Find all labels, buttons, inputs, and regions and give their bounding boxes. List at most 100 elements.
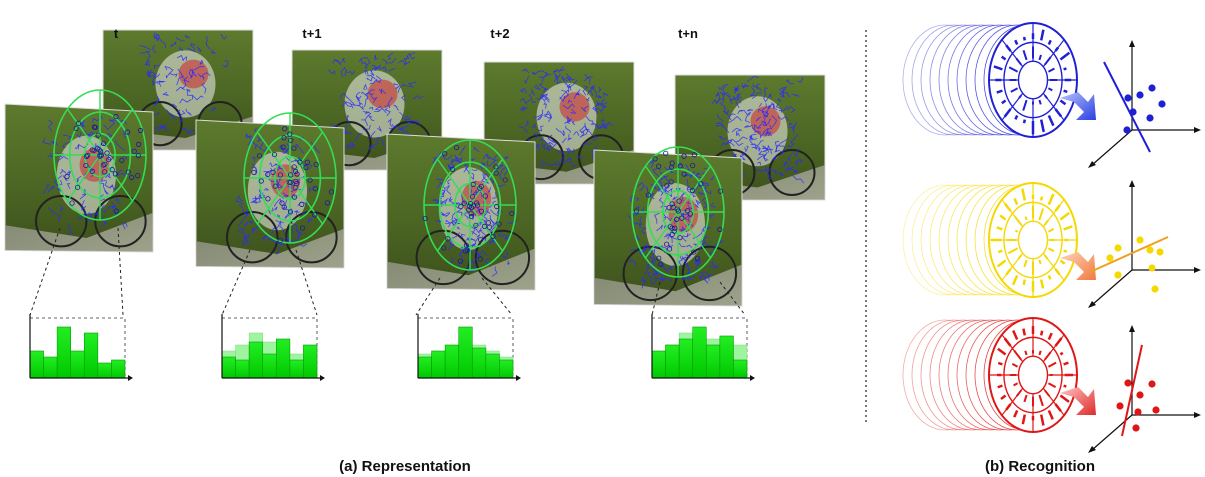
frame-label: t: [114, 26, 119, 41]
histogram-bar: [56, 326, 72, 379]
frame-labels: t t+1 t+2 t+n: [114, 26, 698, 41]
histogram-bar: [221, 356, 236, 379]
histogram-bar: [275, 338, 291, 379]
feature-space-axes: [1088, 40, 1201, 168]
histogram-bar: [719, 335, 734, 379]
descriptor-grid: [631, 146, 725, 278]
zoom-line: [719, 281, 746, 316]
feature-point: [1114, 271, 1122, 279]
recognition-row-3: [902, 317, 1201, 453]
descriptor-stack: [902, 22, 1078, 138]
feature-point: [1136, 236, 1144, 244]
descriptor-stack: [902, 182, 1078, 298]
histogram-bar: [70, 350, 85, 379]
histogram-1: [29, 314, 133, 381]
histogram-bar: [733, 359, 748, 379]
feature-point: [1158, 100, 1166, 108]
feature-point: [1151, 285, 1159, 293]
axis-arrow: [516, 375, 521, 381]
histogram-bar: [692, 326, 707, 379]
zoom-line: [415, 277, 441, 316]
feature-point: [1152, 406, 1160, 414]
classifier-arrow: [1060, 252, 1096, 280]
caption-representation: (a) Representation: [339, 458, 471, 475]
feature-point: [1146, 246, 1154, 254]
frame-pair-4: [593, 74, 826, 316]
histogram-bar: [471, 347, 487, 379]
decision-boundary: [1121, 344, 1143, 437]
histogram-bar: [235, 359, 250, 379]
zoom-line: [481, 277, 513, 316]
histogram-bar: [97, 362, 112, 379]
histogram-bar: [499, 359, 514, 379]
feature-point: [1114, 244, 1122, 252]
axis-arrow: [750, 375, 755, 381]
histogram-bar: [444, 344, 460, 379]
classifier-arrow: [1060, 387, 1096, 415]
feature-space-axes: [1088, 180, 1201, 308]
histogram-bar: [417, 356, 432, 379]
descriptor-stack: [902, 317, 1078, 433]
histogram-bar: [289, 359, 304, 379]
recognition-row-2: [902, 180, 1201, 308]
histogram-bar: [678, 338, 694, 379]
descriptor-grid: [243, 112, 337, 244]
feature-point: [1134, 408, 1142, 416]
histogram-bar: [665, 344, 680, 379]
histogram-bar: [303, 344, 318, 379]
histogram-bar: [485, 353, 500, 379]
histogram-bar: [651, 350, 666, 379]
histogram-set: [29, 314, 755, 381]
feature-point: [1132, 424, 1140, 432]
frame-pair-2: [195, 49, 443, 316]
histogram-bar: [29, 350, 44, 379]
feature-point: [1124, 379, 1132, 387]
feature-space-axes: [1088, 325, 1201, 453]
histogram-bar: [43, 356, 58, 379]
feature-point: [1136, 391, 1144, 399]
decision-boundary: [1103, 61, 1151, 153]
descriptor-grid: [53, 89, 147, 221]
decision-boundary: [1089, 236, 1169, 273]
histogram-bar: [248, 341, 264, 379]
histogram-bar: [111, 359, 126, 379]
histogram-3: [417, 314, 521, 381]
video-frame: [195, 112, 345, 269]
frame-pair-1: [4, 29, 254, 316]
axis-arrow: [128, 375, 133, 381]
recognition-row-1: [902, 22, 1201, 168]
video-frame: [4, 89, 154, 253]
feature-point: [1156, 248, 1164, 256]
feature-point: [1148, 264, 1156, 272]
histogram-bar: [83, 332, 99, 379]
histogram-4: [651, 314, 755, 381]
feature-point: [1146, 114, 1154, 122]
caption-recognition: (b) Recognition: [985, 458, 1095, 475]
zoom-line: [295, 249, 318, 316]
histogram-bar: [262, 353, 277, 379]
video-frame: [386, 133, 536, 291]
histogram-bar: [705, 344, 721, 379]
feature-point: [1124, 94, 1132, 102]
frame-pair-3: [386, 61, 635, 316]
feature-point: [1129, 108, 1137, 116]
frame-label: t+n: [678, 26, 698, 41]
histogram-bar: [431, 350, 446, 379]
feature-point: [1148, 380, 1156, 388]
feature-point: [1123, 126, 1131, 134]
frame-label: t+1: [302, 26, 321, 41]
histogram-bar: [458, 326, 473, 379]
feature-point: [1136, 91, 1144, 99]
histogram-2: [221, 314, 325, 381]
frame-sequence: [4, 29, 826, 316]
classifier-arrow: [1060, 92, 1096, 120]
feature-point: [1148, 84, 1156, 92]
axis-arrow: [320, 375, 325, 381]
video-frame: [593, 146, 743, 307]
feature-point: [1106, 254, 1114, 262]
frame-label: t+2: [490, 26, 509, 41]
recognition-panel: [902, 22, 1201, 453]
descriptor-grid: [422, 139, 517, 271]
zoom-line: [117, 227, 124, 316]
